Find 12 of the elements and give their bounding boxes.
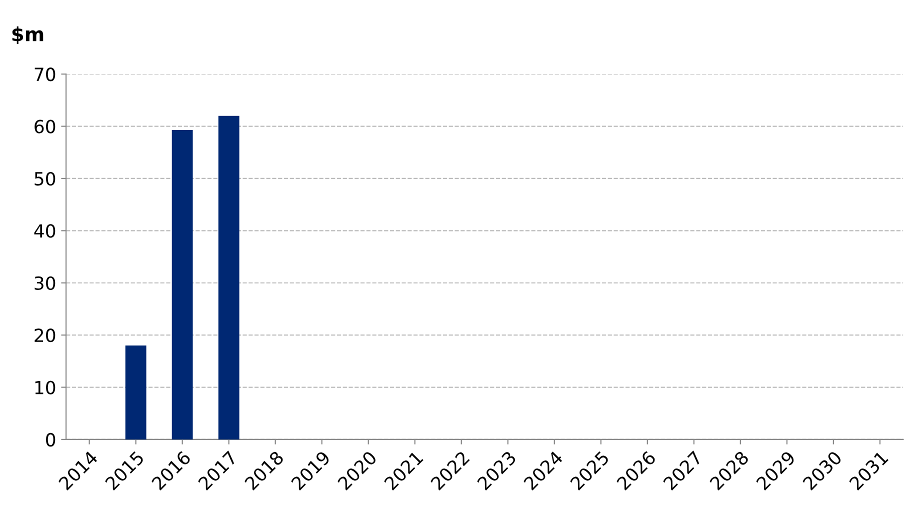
y-tick-label: 60 <box>34 120 56 134</box>
bar <box>125 346 146 440</box>
y-tick-label: 40 <box>34 224 56 238</box>
y-tick-label: 50 <box>34 172 56 186</box>
y-tick-label: 70 <box>34 68 56 82</box>
y-tick-label: 10 <box>35 380 56 394</box>
y-tick-label: 0 <box>46 432 56 447</box>
bar <box>172 130 193 440</box>
y-axis-title: $m <box>12 26 44 44</box>
y-tick-label: 30 <box>34 276 56 290</box>
bar <box>218 116 240 440</box>
y-tick-label: 20 <box>34 328 56 342</box>
